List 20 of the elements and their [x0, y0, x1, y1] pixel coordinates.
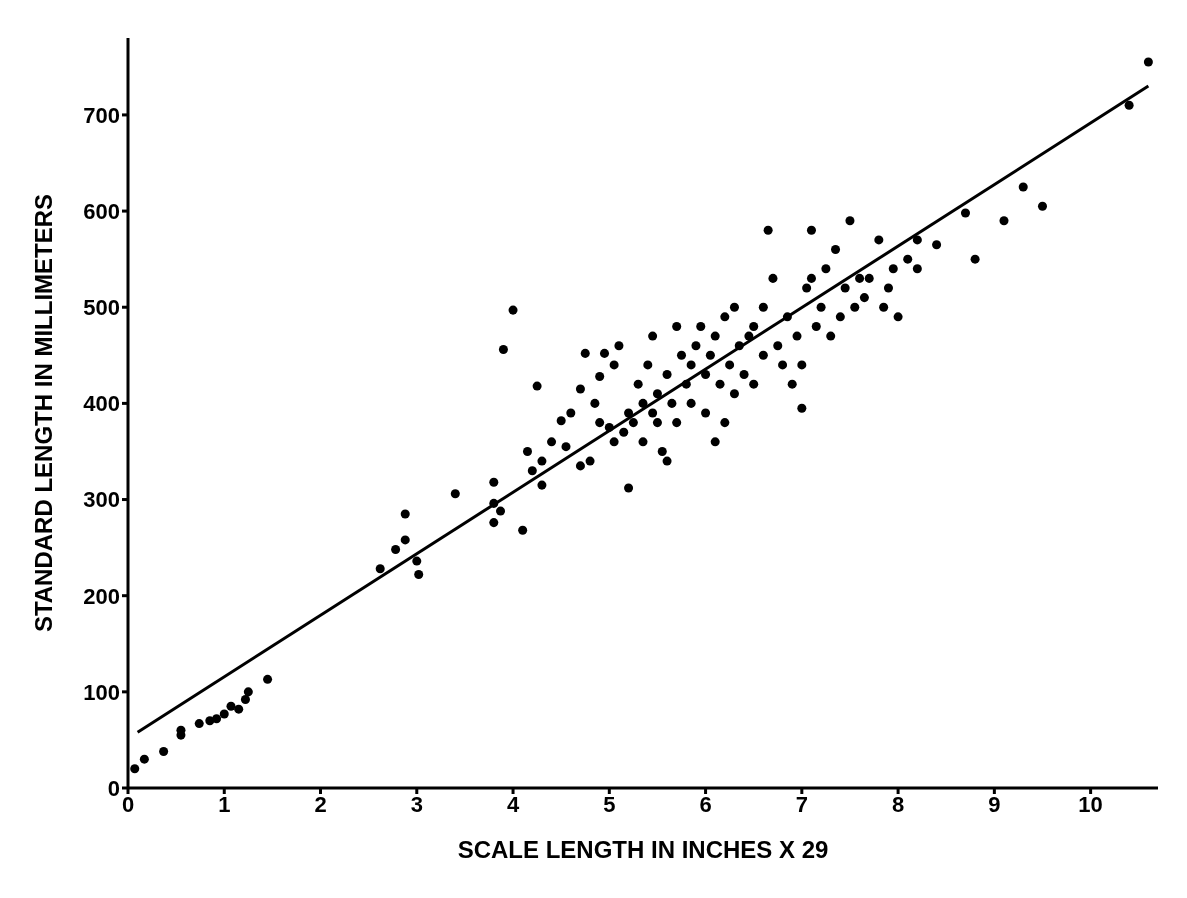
y-tick-label: 600 — [83, 198, 120, 224]
y-tick-label: 700 — [83, 102, 120, 128]
y-tick-label: 500 — [83, 295, 120, 321]
x-tick-label: 6 — [699, 791, 712, 817]
x-tick-label: 2 — [314, 791, 327, 817]
x-tick-label: 7 — [795, 791, 808, 817]
y-axis-title: STANDARD LENGTH IN MILLIMETERS — [29, 193, 57, 633]
x-tick-label: 1 — [218, 791, 231, 817]
y-tick-label: 100 — [83, 679, 120, 705]
y-tick-label: 400 — [83, 391, 120, 417]
x-axis-title: SCALE LENGTH IN INCHES X 29 — [457, 836, 829, 863]
x-tick-label: 8 — [891, 791, 905, 817]
y-tick-label: 300 — [83, 487, 120, 513]
x-tick-label: 9 — [988, 791, 1001, 817]
x-tick-label: 3 — [410, 791, 423, 817]
x-tick-label: 5 — [603, 791, 616, 817]
x-tick-label: 4 — [506, 791, 520, 817]
x-tick-label: 10 — [1078, 791, 1103, 817]
y-tick-label: 0 — [107, 775, 120, 801]
y-tick-label: 200 — [83, 583, 120, 609]
